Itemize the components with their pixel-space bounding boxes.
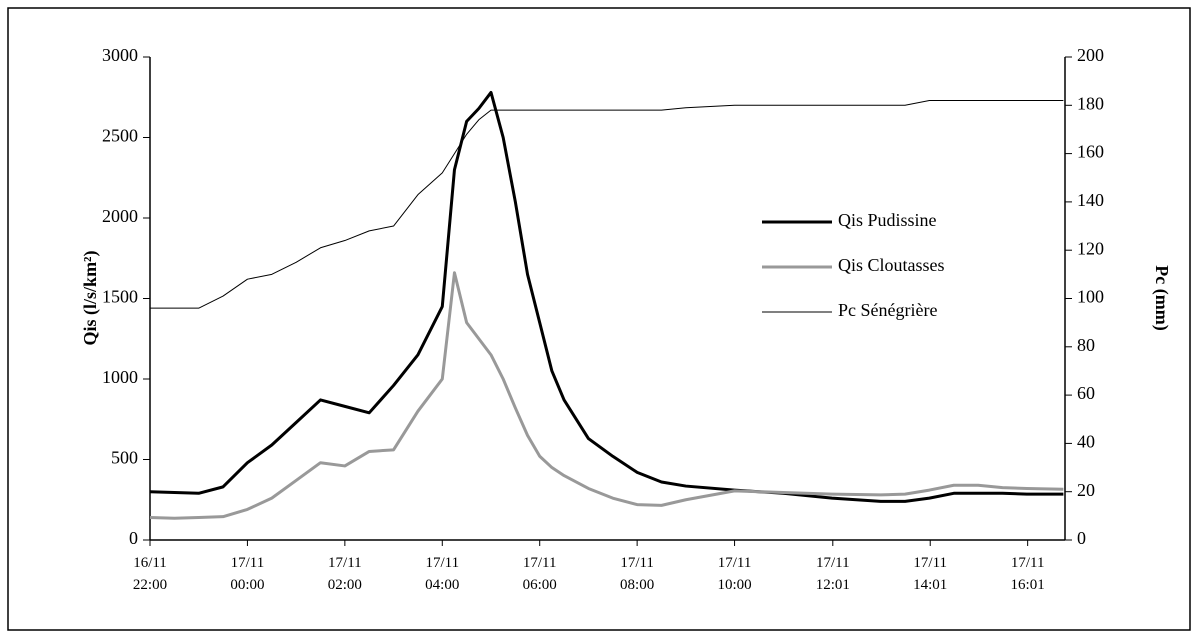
x-tick-label: 17/11 10:00 <box>717 555 752 593</box>
x-tick-label: 17/11 12:01 <box>815 555 850 593</box>
x-tick-label: 17/11 02:00 <box>327 555 362 593</box>
y-tick-label: 0 <box>129 528 138 548</box>
line-series <box>149 271 1064 520</box>
y2-axis-title: Pc (mm) <box>1151 265 1172 330</box>
line-series <box>149 90 1064 503</box>
line-series <box>150 99 1064 309</box>
frame <box>7 7 1191 631</box>
x-tick-label: 17/11 08:00 <box>620 555 655 593</box>
y2-tick-label: 120 <box>1077 238 1104 258</box>
y2-tick-label: 140 <box>1077 190 1104 210</box>
x-tick-label: 16/11 22:00 <box>132 555 168 593</box>
y2-tick-label: 200 <box>1077 45 1104 65</box>
y-tick-label: 2000 <box>102 206 138 226</box>
x-tick-label: 17/11 00:00 <box>230 555 265 593</box>
legend-label: Qis Cloutasses <box>838 255 945 275</box>
y2-tick-label: 40 <box>1077 432 1095 452</box>
y2-tick-label: 60 <box>1077 383 1095 403</box>
x-tick-label: 17/11 14:01 <box>913 555 948 593</box>
y-tick-label: 1000 <box>102 367 138 387</box>
y2-tick-label: 100 <box>1077 287 1104 307</box>
legend-label: Qis Pudissine <box>838 210 937 230</box>
y2-tick-label: 0 <box>1077 528 1086 548</box>
y2-tick-label: 180 <box>1077 93 1104 113</box>
y-tick-label: 3000 <box>102 45 138 65</box>
y-tick-label: 500 <box>111 448 138 468</box>
y2-tick-label: 80 <box>1077 335 1095 355</box>
y2-tick-label: 160 <box>1077 142 1104 162</box>
x-tick-label: 17/11 06:00 <box>522 555 557 593</box>
y-axis-title: Qis (l/s/km²) <box>80 251 101 346</box>
x-tick-label: 17/11 16:01 <box>1010 555 1045 593</box>
legend-label: Pc Sénégrière <box>838 300 937 320</box>
x-tick-label: 17/11 04:00 <box>425 555 460 593</box>
y-tick-label: 1500 <box>102 287 138 307</box>
y-tick-label: 2500 <box>102 126 138 146</box>
y2-tick-label: 20 <box>1077 480 1095 500</box>
